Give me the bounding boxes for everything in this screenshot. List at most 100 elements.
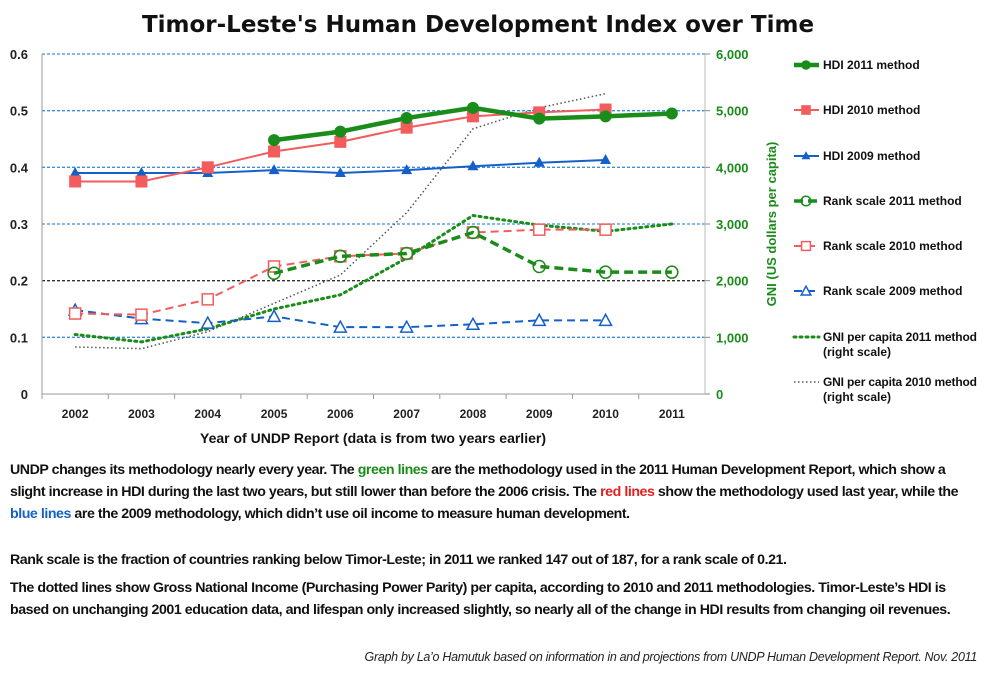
highlight-text: red lines (600, 484, 655, 500)
paragraph-rank-scale: Rank scale is the fraction of countries … (10, 552, 787, 568)
right-tick-label: 2,000 (716, 274, 749, 289)
square-marker (268, 145, 281, 158)
legend-item: Rank scale 2010 method (794, 239, 962, 253)
x-tick-label: 2008 (460, 407, 487, 421)
left-tick-label: 0 (21, 387, 28, 402)
triangle-marker (467, 160, 479, 171)
x-tick-label: 2009 (526, 407, 553, 421)
circle-marker (599, 110, 612, 123)
triangle-marker (69, 167, 81, 177)
series-rank-scale-2011-method (267, 225, 679, 281)
triangle-marker (334, 167, 346, 177)
open-triangle-marker (465, 316, 481, 331)
right-tick-label: 5,000 (716, 104, 749, 119)
legend-item: HDI 2011 method (794, 58, 920, 72)
text-segment: show the methodology used last year, whi… (654, 484, 959, 500)
x-tick-label: 2011 (659, 407, 685, 421)
left-tick-label: 0.6 (10, 47, 28, 62)
legend-item: HDI 2009 method (794, 149, 920, 163)
circle-marker (400, 112, 413, 125)
open-square-marker (533, 223, 546, 236)
open-circle-marker (466, 225, 480, 240)
hdi-chart: Timor-Leste's Human Development Index ov… (10, 12, 977, 446)
circle-marker (801, 60, 811, 70)
legend-label: Rank scale 2010 method (823, 239, 962, 253)
open-square-marker (68, 307, 82, 320)
open-triangle-marker (333, 319, 348, 333)
text-segment: are the methodology used in the 2011 Hum… (10, 462, 946, 500)
legend-label-note: (right scale) (823, 345, 891, 359)
triangle-marker (268, 164, 280, 175)
credit-line: Graph by La’o Hamutuk based on informati… (364, 650, 978, 664)
square-marker (400, 121, 413, 134)
open-triangle-marker (266, 308, 282, 323)
square-marker (69, 175, 82, 188)
legend-label: Rank scale 2009 method (823, 284, 962, 298)
legend-item: GNI per capita 2011 method(right scale) (792, 330, 977, 359)
open-triangle-marker (598, 312, 613, 327)
highlight-text: blue lines (10, 506, 71, 522)
x-tick-label: 2004 (194, 407, 221, 421)
x-tick-label: 2005 (261, 407, 288, 421)
legend-label: HDI 2011 method (823, 58, 920, 72)
triangle-marker (801, 151, 811, 160)
open-square-marker (800, 240, 812, 252)
legend-label: GNI per capita 2011 method (823, 330, 977, 344)
square-marker (334, 135, 347, 148)
series-line (75, 92, 606, 350)
series-rank-scale-2010-method (68, 223, 612, 321)
x-tick-label: 2007 (393, 407, 420, 421)
right-tick-label: 0 (716, 387, 723, 402)
legend-item: HDI 2010 method (794, 103, 920, 117)
right-tick-label: 6,000 (716, 47, 749, 62)
circle-marker (665, 107, 678, 120)
open-square-marker (135, 308, 148, 321)
triangle-marker (135, 167, 147, 177)
open-circle-marker (333, 249, 348, 264)
circle-marker (334, 125, 347, 138)
series-line (75, 228, 606, 316)
paragraph-gni: The dotted lines show Gross National Inc… (10, 580, 951, 618)
triangle-marker (401, 164, 413, 175)
square-marker (801, 105, 811, 115)
open-square-marker (201, 293, 214, 306)
square-marker (135, 175, 148, 188)
circle-marker (533, 112, 546, 125)
right-axis-label: GNI (US dollars per capita) (764, 142, 779, 307)
series-rank-scale-2009-method (67, 302, 613, 333)
open-circle-marker (800, 195, 812, 207)
open-circle-marker (532, 259, 546, 274)
left-tick-label: 0.1 (10, 330, 28, 345)
legend-label: GNI per capita 2010 method (823, 375, 977, 389)
series-gni-per-capita-2010-method (75, 92, 606, 350)
legend-item: GNI per capita 2010 method(right scale) (794, 375, 977, 404)
x-axis-label: Year of UNDP Report (data is from two ye… (200, 430, 546, 446)
series-line (73, 213, 674, 344)
right-tick-label: 4,000 (716, 160, 749, 175)
x-tick-label: 2002 (62, 407, 89, 421)
open-square-marker (267, 260, 281, 273)
open-circle-marker (598, 265, 613, 279)
paragraph-methodology: UNDP changes its methodology nearly ever… (10, 459, 980, 525)
series-line (273, 230, 672, 275)
left-tick-label: 0.4 (10, 160, 29, 175)
highlight-text: green lines (357, 462, 428, 478)
open-triangle-marker (531, 312, 547, 327)
open-triangle-marker (200, 315, 216, 329)
x-tick-label: 2003 (128, 407, 155, 421)
series-gni-per-capita-2011-method (73, 213, 674, 344)
circle-marker (466, 101, 479, 114)
legend-label-note: (right scale) (823, 390, 891, 404)
square-marker (466, 110, 479, 123)
open-triangle-marker (399, 319, 414, 333)
x-tick-label: 2010 (592, 407, 619, 421)
left-tick-label: 0.3 (10, 217, 28, 232)
legend-label: HDI 2010 method (823, 103, 920, 117)
square-marker (201, 161, 214, 174)
open-circle-marker (399, 246, 414, 261)
series-hdi-2011-method (268, 101, 678, 147)
x-tick-label: 2006 (327, 407, 354, 421)
right-tick-label: 3,000 (716, 217, 749, 232)
circle-marker (268, 134, 281, 147)
